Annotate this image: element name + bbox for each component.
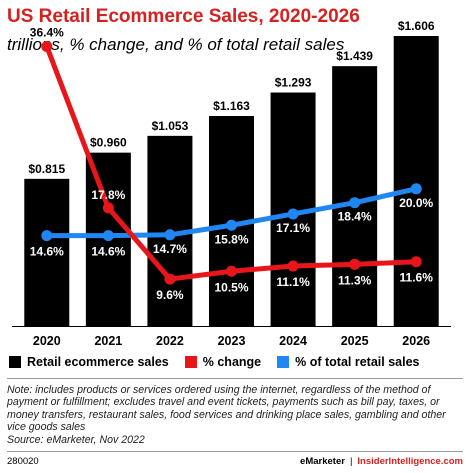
bar-2026 [393, 36, 439, 326]
bar-value-label-2022: $1.053 [152, 119, 189, 133]
legend-swatch-share [277, 356, 290, 368]
legend-label-ecommerce-sales: Retail ecommerce sales [27, 355, 169, 369]
share-value-label-2026: 20.0% [399, 196, 433, 210]
chart-subtitle: trillions, % change, and % of total reta… [7, 35, 345, 54]
site-link[interactable]: InsiderIntelligence.com [357, 456, 463, 467]
legend-swatch-ecommerce-sales [9, 356, 21, 368]
x-tick-label-2023: 2023 [218, 334, 246, 348]
chart-id: 280020 [7, 456, 39, 467]
x-tick-label-2021: 2021 [94, 334, 122, 348]
share-point-2025 [349, 197, 361, 209]
bar-value-label-2026: $1.606 [398, 19, 435, 33]
change-value-label-2026: 11.6% [400, 271, 434, 285]
share-value-label-2022: 14.7% [153, 242, 187, 256]
change-value-label-2022: 9.6% [156, 288, 184, 302]
chart-note: Note: includes products or services orde… [7, 384, 463, 446]
bar-value-label-2025: $1.439 [336, 49, 373, 63]
change-point-2021 [102, 202, 114, 214]
brand-name: eMarketer [300, 456, 345, 467]
legend-item-ecommerce-sales: Retail ecommerce sales [9, 355, 169, 369]
share-value-label-2023: 15.8% [214, 232, 248, 246]
divider-top [7, 378, 463, 379]
bar-value-label-2024: $1.293 [275, 76, 312, 90]
legend-label-share: % of total retail sales [295, 355, 420, 369]
x-tick-label-2026: 2026 [402, 334, 430, 348]
bar-value-label-2021: $0.960 [90, 136, 127, 150]
bar-2025 [332, 66, 378, 326]
change-point-2026 [410, 256, 422, 268]
change-point-2025 [349, 258, 361, 270]
share-point-2022 [164, 229, 176, 241]
share-point-2024 [287, 208, 299, 220]
chart-footer: 280020 eMarketer | InsiderIntelligence.c… [7, 456, 463, 467]
brand-divider: | [349, 456, 353, 467]
share-value-label-2020: 14.6% [30, 245, 64, 259]
change-value-label-2021: 17.8% [91, 188, 125, 202]
change-value-label-2023: 10.5% [214, 280, 248, 294]
chart-plot: 2020 2021 2022 2023 2024 2025 2026 $0.815 $0.960… [12, 19, 451, 348]
x-tick-label-2020: 2020 [33, 334, 61, 348]
bar-2020 [24, 178, 70, 326]
footer-branding: eMarketer | InsiderIntelligence.com [300, 456, 463, 467]
legend-label-change: % change [202, 355, 262, 369]
share-point-2023 [226, 219, 237, 231]
chart-title: US Retail Ecommerce Sales, 2020-2026 [7, 6, 360, 27]
change-value-label-2020: 36.4% [30, 25, 64, 39]
x-tick-label-2022: 2022 [156, 334, 184, 348]
share-point-2026 [410, 183, 422, 195]
change-value-label-2024: 11.1% [276, 275, 310, 289]
legend-item-share: % of total retail sales [277, 355, 419, 369]
share-value-label-2021: 14.6% [91, 245, 125, 259]
legend-item-change: % change [184, 355, 262, 369]
x-tick-label-2025: 2025 [341, 334, 369, 348]
change-point-2023 [226, 265, 237, 277]
share-point-2020 [41, 230, 53, 242]
legend-swatch-change [184, 356, 197, 368]
change-point-2020 [41, 40, 53, 52]
bar-value-label-2023: $1.163 [213, 99, 250, 113]
bar-value-label-2020: $0.815 [28, 162, 65, 176]
change-value-label-2025: 11.3% [338, 273, 372, 287]
share-point-2021 [102, 230, 114, 242]
change-point-2024 [287, 260, 299, 272]
chart-legend: Retail ecommerce sales % change % of tot… [9, 355, 435, 369]
divider-bottom [7, 451, 463, 452]
x-tick-label-2024: 2024 [279, 334, 307, 348]
share-value-label-2024: 17.1% [276, 221, 310, 235]
note-text: Note: includes products or services orde… [7, 384, 446, 434]
source-text: Source: eMarketer, Nov 2022 [7, 433, 145, 446]
share-value-label-2025: 18.4% [338, 210, 372, 224]
change-point-2022 [164, 273, 176, 285]
